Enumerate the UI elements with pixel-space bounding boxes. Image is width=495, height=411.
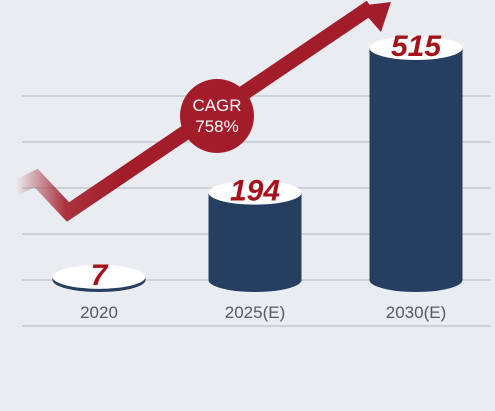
bar-2020 [52,264,146,292]
cagr-label: CAGR [192,96,241,115]
cagr-value: 758% [195,117,238,136]
bar-2025(E) [208,180,302,292]
value-label: 515 [391,30,442,63]
bar-top [208,180,302,205]
value-label: 194 [230,175,280,208]
bar-base [208,268,302,292]
bar-base [369,268,463,292]
cagr-badge-circle [180,79,254,153]
cagr-badge: CAGR 758% [180,79,254,153]
growth-arrow: CAGR 758% [12,0,391,222]
bars [52,36,463,292]
category-label: 2030(E) [386,303,446,322]
value-label: 7 [91,259,109,292]
category-label: 2025(E) [225,303,285,322]
bar-top [52,264,146,289]
category-label: 2020 [80,303,118,322]
bar-top [369,36,463,60]
bar-2030(E) [369,36,463,292]
labels: 7 2020 194 2025(E) 515 2030(E) [80,30,446,322]
trend-arrow-head [358,2,391,32]
bar-body [208,192,302,280]
bar-body [369,48,463,280]
